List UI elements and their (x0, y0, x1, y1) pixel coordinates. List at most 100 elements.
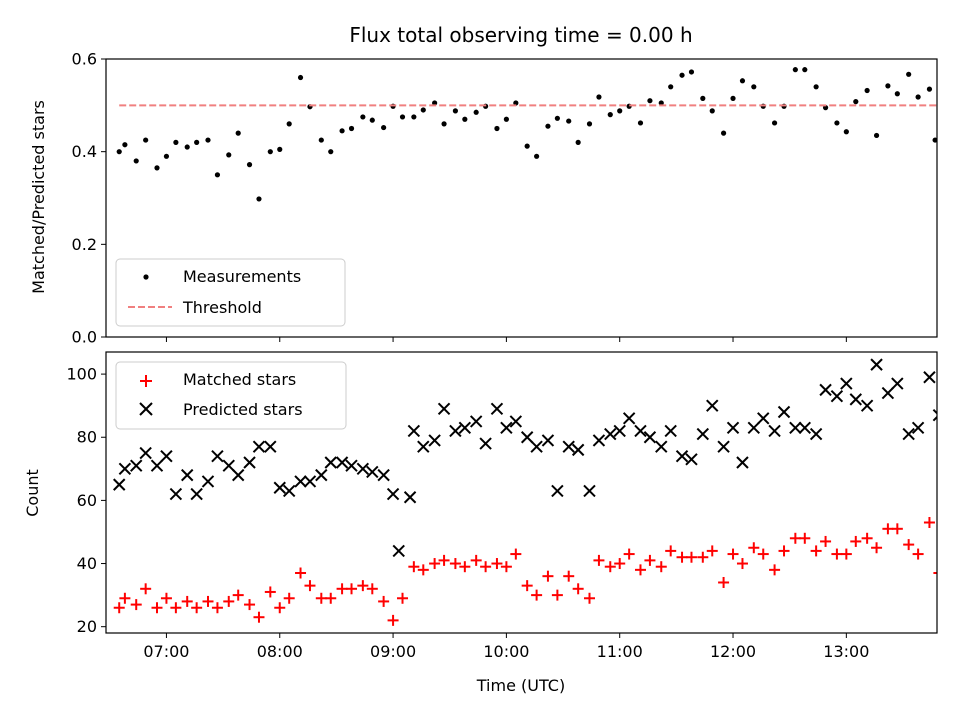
bottom-axes: 20 40 60 80 100 07:00 08:00 09:00 10:00 11:00 12:0… (66, 351, 938, 661)
predicted-stars-point (736, 456, 749, 469)
measurements-point (369, 117, 375, 123)
measurements-point (420, 107, 426, 113)
predicted-stars-point (458, 421, 472, 434)
top-panel: 0.0 0.2 0.4 0.6 Matched/Predicted stars Mea… (29, 50, 938, 347)
matched-stars-point (736, 558, 748, 570)
measurements-point (286, 121, 292, 127)
matched-stars-point (232, 589, 244, 601)
predicted-stars-point (911, 421, 925, 434)
top-y-axis-label: Matched/Predicted stars (29, 100, 48, 294)
matched-stars-point (202, 595, 214, 607)
matched-stars-point (510, 548, 522, 560)
predicted-stars-point (685, 453, 698, 466)
top-plot-marks (116, 67, 937, 202)
top-legend-box (115, 258, 346, 327)
matched-stars-point (676, 551, 688, 563)
matched-stars-point (170, 602, 182, 614)
measurements-point (297, 74, 304, 81)
predicted-stars-point (201, 475, 215, 488)
x-tick-label: 08:00 (257, 642, 303, 661)
predicted-stars-point (655, 440, 668, 453)
predicted-stars-point (726, 421, 740, 434)
predicted-stars-point (634, 424, 647, 438)
measurements-point (647, 98, 653, 104)
measurements-point (441, 121, 447, 127)
chart-title: Flux total observing time = 0.00 h (349, 23, 692, 47)
measurements-point (494, 125, 500, 132)
matched-stars-point (923, 516, 935, 528)
predicted-stars-point (315, 468, 328, 482)
predicted-stars-point (282, 484, 296, 498)
predicted-stars-point (386, 487, 400, 501)
matched-stars-point (470, 554, 482, 566)
matched-stars-point (685, 551, 697, 563)
matched-stars-point (769, 564, 781, 576)
legend-label-measurements: Measurements (183, 267, 301, 286)
predicted-stars-point (273, 481, 286, 494)
measurements-point (411, 114, 417, 120)
x-axis-label: Time (UTC) (476, 676, 565, 695)
legend-marker-predicted-stars (139, 402, 153, 416)
predicted-stars-point (377, 468, 390, 482)
predicted-stars-point (604, 427, 617, 441)
matched-stars-point (810, 545, 822, 557)
measurements-point (607, 112, 613, 118)
predicted-stars-point (150, 459, 164, 472)
matched-stars-point (655, 561, 667, 573)
y-tick-label: 40 (77, 554, 97, 573)
predicted-stars-point (777, 405, 791, 419)
predicted-stars-point (490, 402, 504, 416)
bottom-y-axis-label: Count (23, 469, 42, 517)
matched-stars-point (438, 554, 450, 566)
predicted-stars-point (294, 475, 307, 488)
measurements-point (226, 152, 232, 158)
bottom-legend: Matched stars Predicted stars (115, 361, 347, 430)
matched-stars-point (840, 548, 852, 560)
matched-stars-point (130, 599, 142, 611)
y-tick-label: 0.0 (72, 328, 97, 347)
matched-stars-point (429, 558, 441, 570)
predicted-stars-point (789, 421, 802, 434)
bottom-plot-marks (113, 358, 937, 626)
predicted-stars-point (243, 456, 256, 469)
matched-stars-point (912, 548, 924, 560)
y-tick-label: 20 (77, 617, 97, 636)
y-tick-label: 0.4 (72, 142, 97, 161)
plot-area (113, 358, 937, 626)
matched-stars-point (850, 535, 862, 547)
predicted-stars-point (870, 358, 883, 371)
matched-stars-point (831, 548, 843, 560)
matched-stars-point (459, 561, 471, 573)
measurements-point (143, 137, 149, 143)
measurements-point (739, 78, 746, 84)
matched-stars-point (113, 602, 125, 614)
matched-stars-point (397, 592, 409, 604)
matched-stars-point (614, 558, 626, 570)
legend-marker-measurements (143, 274, 149, 280)
measurements-point (751, 84, 757, 90)
plot-area (116, 67, 937, 202)
matched-stars-point (604, 561, 616, 573)
measurements-point (926, 86, 933, 92)
matched-stars-point (563, 570, 575, 582)
measurements-point (813, 84, 819, 90)
matched-stars-point (634, 564, 646, 576)
matched-stars-point (491, 558, 503, 570)
predicted-stars-point (840, 377, 853, 390)
matched-stars-point (933, 572, 937, 575)
matched-stars-point (336, 583, 348, 595)
matched-stars-point (119, 592, 131, 604)
predicted-stars-point (113, 478, 126, 491)
matched-stars-point (531, 589, 543, 601)
predicted-stars-point (830, 389, 844, 403)
matched-stars-point (378, 595, 390, 607)
x-tick-label: 11:00 (597, 642, 643, 661)
predicted-stars-point (428, 434, 441, 447)
matched-stars-point (706, 545, 718, 557)
predicted-stars-point (211, 449, 224, 463)
axes-frame (105, 351, 938, 634)
matched-stars-point (274, 602, 286, 614)
matched-stars-point (500, 561, 512, 573)
predicted-stars-point (613, 424, 626, 438)
